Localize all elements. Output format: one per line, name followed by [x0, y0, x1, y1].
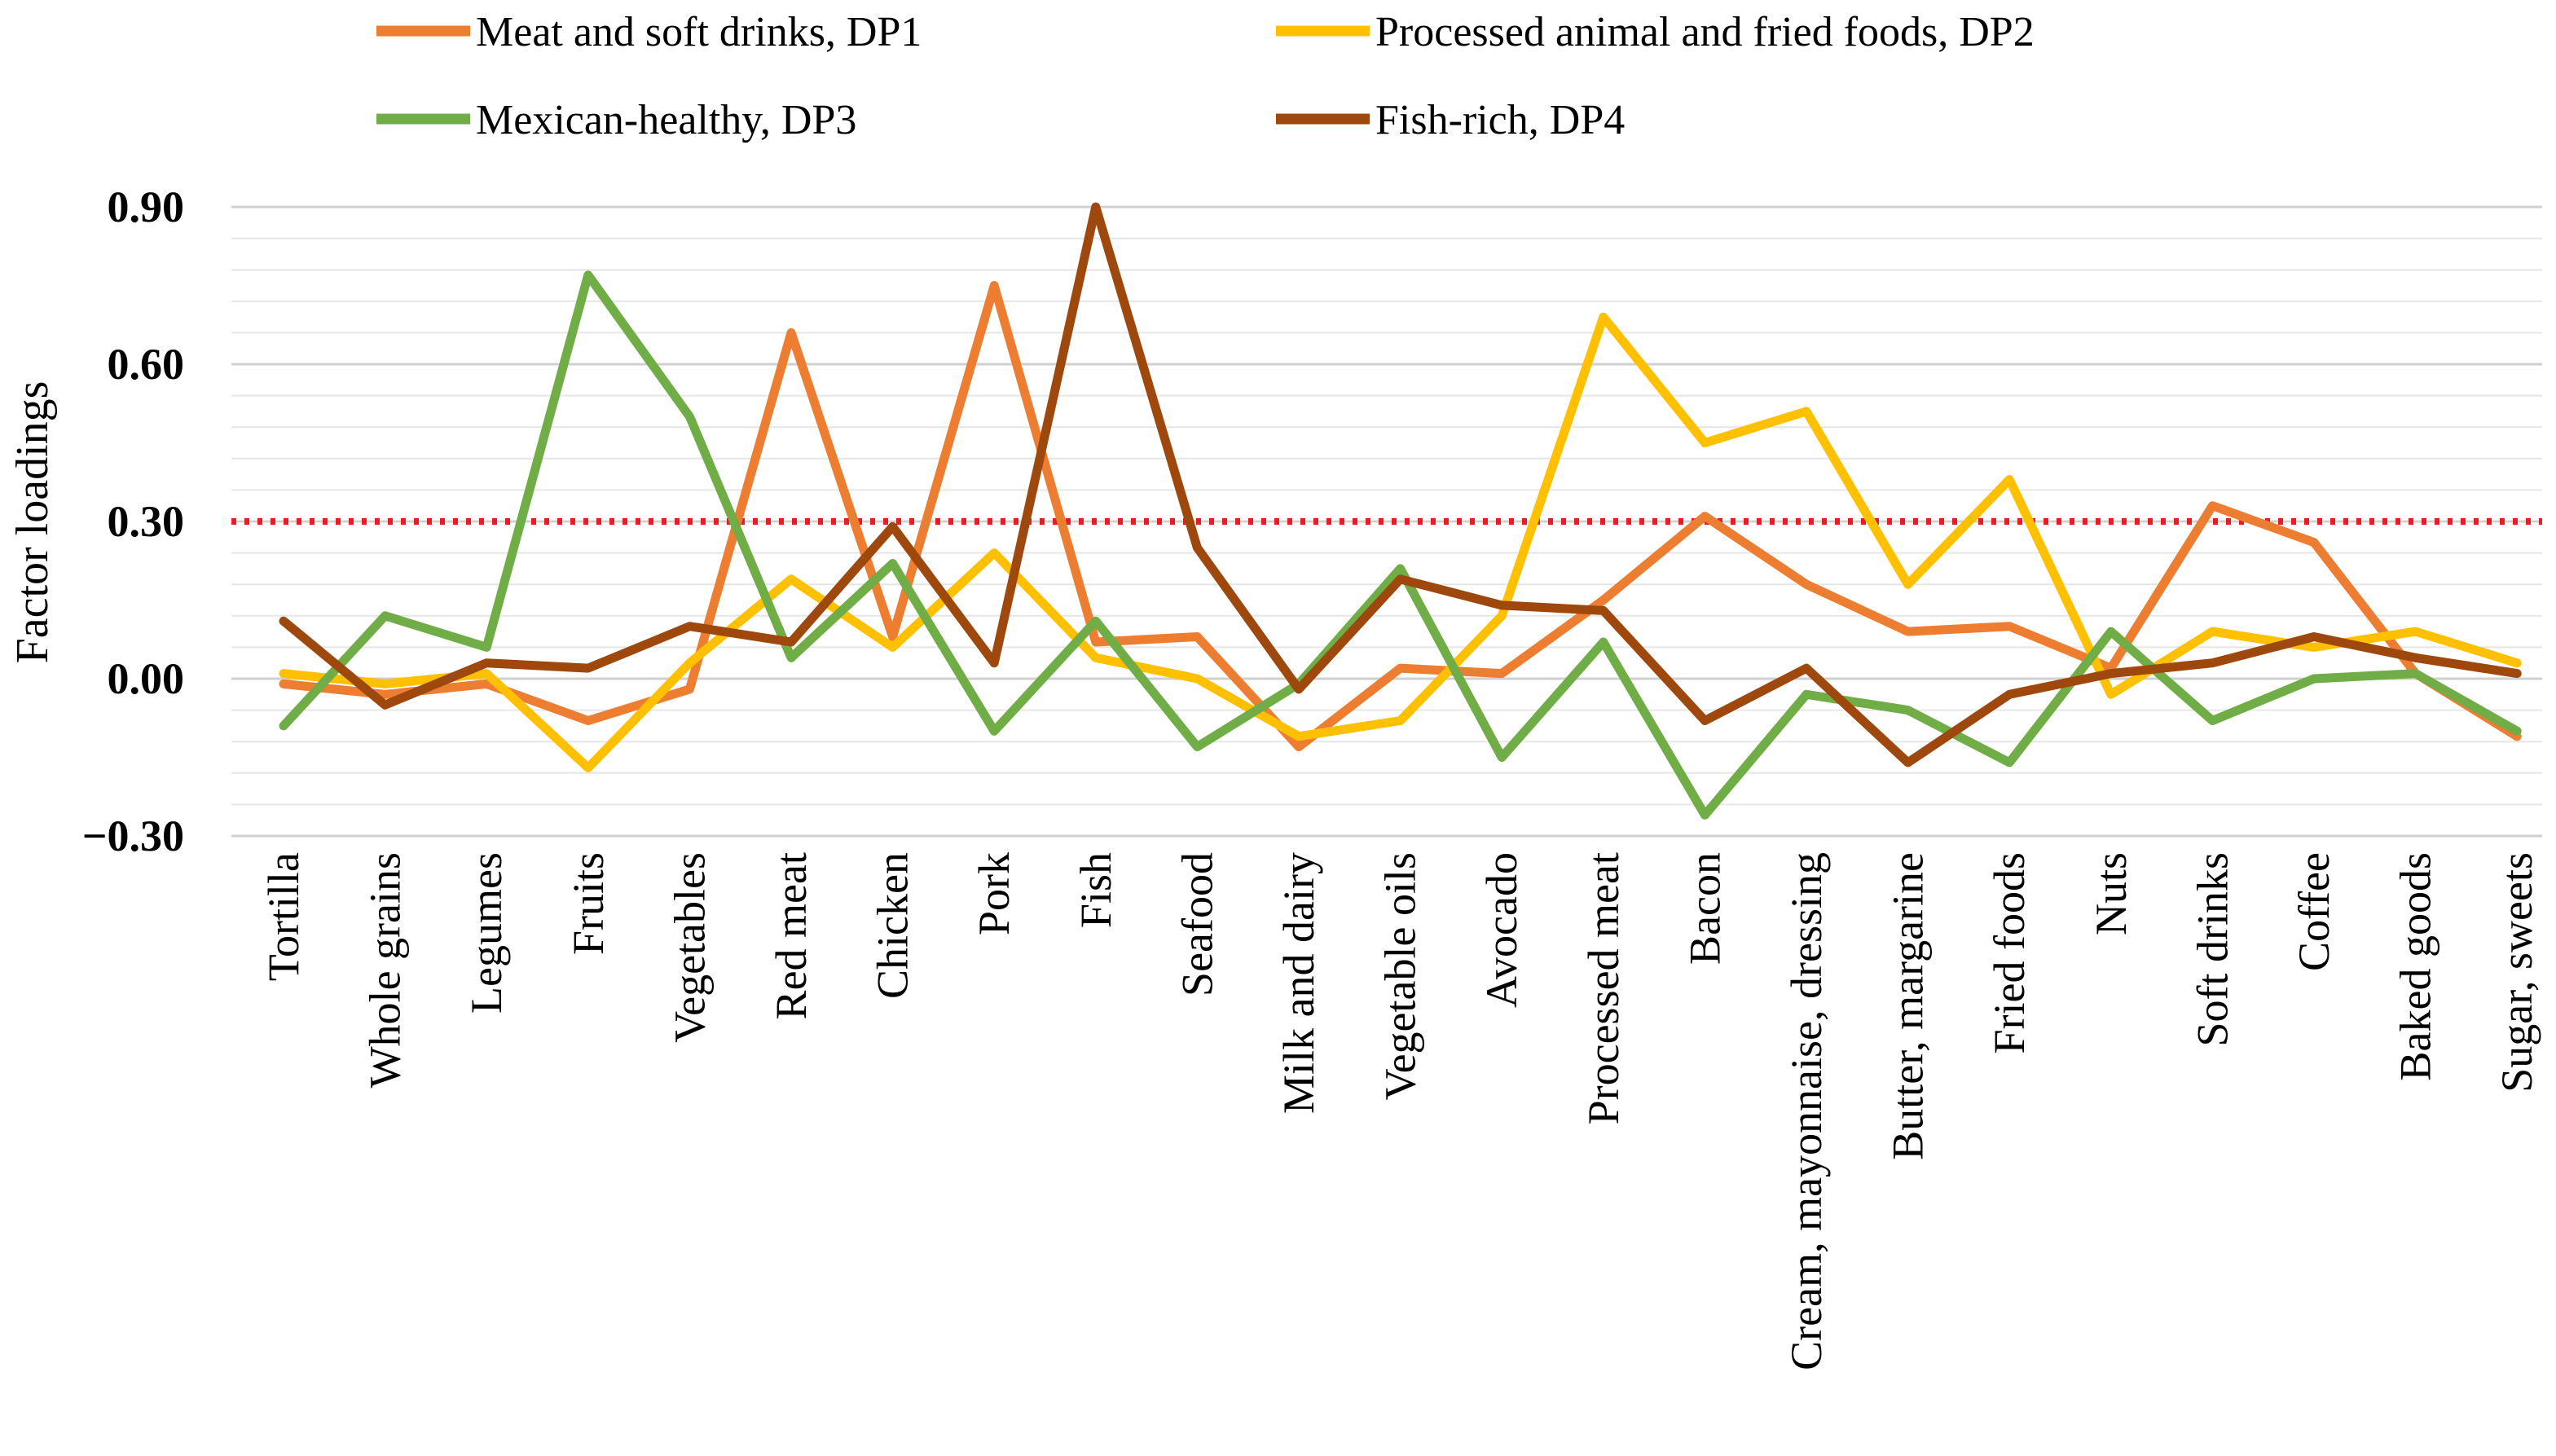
x-category-label: Avocado	[1477, 852, 1526, 1008]
x-category-label: Nuts	[2087, 852, 2136, 935]
x-category-label: Whole grains	[361, 852, 410, 1088]
x-axis-categories: Tortilla Whole grains Legumes Fruits Vegetab…	[259, 852, 2541, 1370]
legend-label: Meat and soft drinks, DP1	[476, 9, 922, 55]
y-tick-label: 0.90	[108, 183, 185, 231]
y-axis-ticks: −0.30 0.00 0.30 0.60 0.90	[82, 183, 184, 860]
series-lines	[279, 202, 2522, 820]
series-line-dp4	[279, 202, 2522, 768]
y-tick-label: 0.30	[108, 497, 185, 546]
x-category-label: Fruits	[564, 852, 613, 955]
y-tick-label: 0.60	[108, 340, 185, 389]
x-category-label: Processed meat	[1579, 852, 1628, 1124]
y-tick-label: −0.30	[82, 812, 184, 860]
legend-label: Mexican-healthy, DP3	[476, 97, 856, 143]
series-line-dp3	[279, 271, 2522, 820]
x-category-label: Vegetables	[665, 852, 714, 1043]
x-category-label: Chicken	[869, 852, 917, 999]
x-category-label: Fish	[1071, 852, 1120, 928]
y-axis-title: Factor loadings	[7, 381, 58, 664]
series-line-dp2	[279, 312, 2522, 772]
x-category-label: Sugar, sweets	[2492, 852, 2541, 1093]
legend-label: Processed animal and fried foods, DP2	[1375, 9, 2035, 55]
x-category-label: Baked goods	[2391, 852, 2440, 1080]
x-category-label: Cream, mayonnaise, dressing	[1782, 852, 1831, 1370]
x-category-label: Tortilla	[259, 852, 308, 981]
x-category-label: Fried foods	[1985, 852, 2034, 1054]
x-category-label: Legumes	[462, 852, 511, 1014]
x-category-label: Milk and dairy	[1274, 852, 1323, 1114]
x-category-label: Coffee	[2290, 852, 2338, 971]
x-category-label: Vegetable oils	[1376, 852, 1425, 1100]
x-category-label: Red meat	[767, 852, 816, 1019]
x-category-label: Seafood	[1172, 852, 1221, 996]
x-category-label: Butter, margarine	[1884, 852, 1933, 1160]
y-tick-label: 0.00	[108, 654, 185, 703]
legend: Meat and soft drinks, DP1 Processed anima…	[376, 9, 2035, 143]
x-category-label: Bacon	[1680, 852, 1729, 965]
legend-label: Fish-rich, DP4	[1375, 97, 1625, 143]
x-category-label: Soft drinks	[2188, 852, 2237, 1047]
x-category-label: Pork	[970, 852, 1018, 935]
